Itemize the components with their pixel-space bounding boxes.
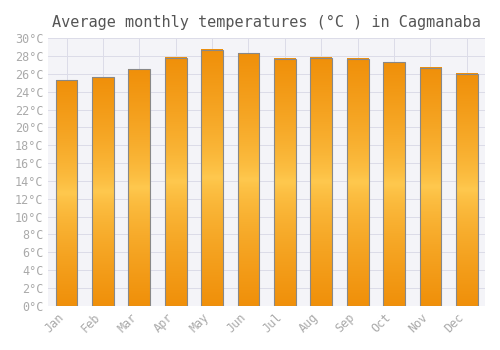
Bar — [128, 69, 150, 306]
Bar — [238, 53, 260, 306]
Bar — [383, 62, 405, 306]
Bar — [420, 68, 442, 306]
Bar — [56, 80, 78, 306]
Bar — [274, 59, 296, 306]
Bar — [165, 58, 186, 306]
Bar — [310, 58, 332, 306]
Bar — [92, 77, 114, 306]
Title: Average monthly temperatures (°C ) in Cagmanaba: Average monthly temperatures (°C ) in Ca… — [52, 15, 481, 30]
Bar — [456, 74, 477, 306]
Bar — [201, 50, 223, 306]
Bar — [346, 59, 368, 306]
